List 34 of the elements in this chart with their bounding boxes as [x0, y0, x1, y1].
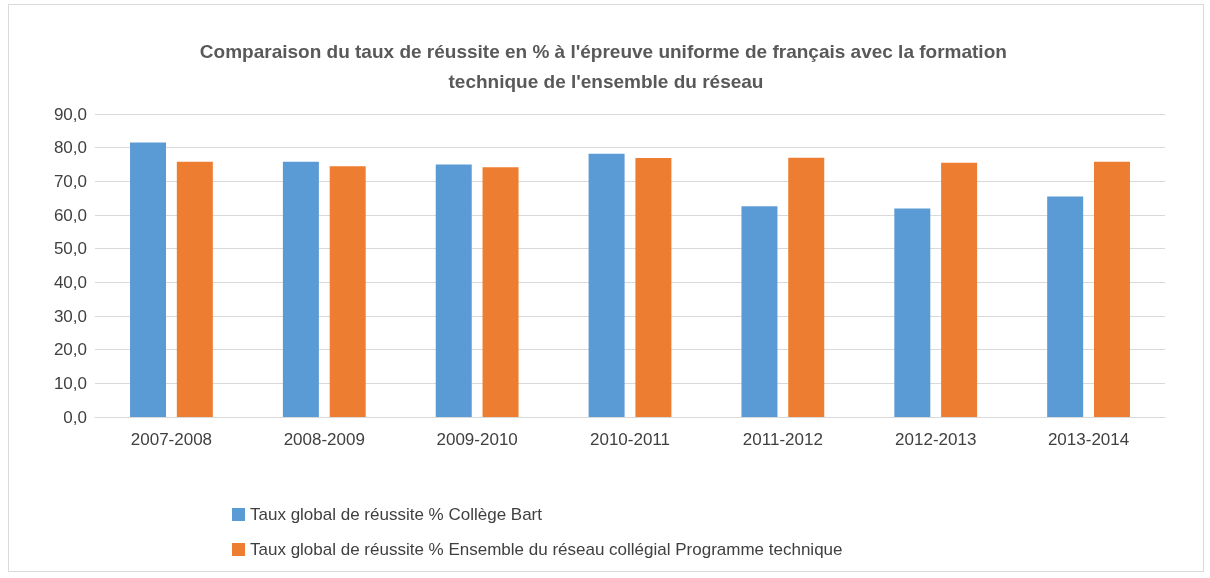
bar [176, 161, 213, 417]
bar [588, 153, 625, 417]
y-tick-label: 70,0 [53, 171, 87, 191]
bar [1047, 196, 1084, 417]
y-tick-label: 50,0 [53, 239, 87, 259]
bar [329, 166, 366, 417]
x-tick-label: 2010-2011 [589, 430, 671, 449]
bar [788, 157, 825, 417]
bar [894, 208, 931, 417]
y-tick-label: 20,0 [53, 340, 87, 360]
y-tick-label: 10,0 [53, 373, 87, 393]
y-tick-label: 60,0 [53, 205, 87, 225]
x-tick-label: 2013-2014 [1047, 430, 1130, 449]
bar [482, 167, 519, 417]
y-tick-label: 0,0 [63, 407, 87, 427]
bar [635, 158, 672, 417]
legend-label: Taux global de réussite % Collège Bart [250, 505, 543, 524]
bar [435, 164, 472, 417]
y-tick-label: 80,0 [53, 138, 87, 158]
bar [941, 162, 978, 417]
x-tick-label: 2012-2013 [895, 430, 977, 449]
x-tick-label: 2011-2012 [742, 430, 823, 449]
x-tick-label: 2008-2009 [283, 430, 365, 449]
bar [130, 142, 167, 417]
chart-title: Comparaison du taux de réussite en % à l'épreuve uniforme de français avec la formation technique de l'ensemble du réseau [199, 40, 1013, 92]
bar [282, 161, 319, 417]
bar [1093, 161, 1130, 417]
y-tick-label: 40,0 [53, 272, 87, 292]
bar [741, 206, 778, 417]
legend-label: Taux global de réussite % Ensemble du réseau collégial Programme technique [250, 540, 843, 559]
y-tick-label: 30,0 [53, 306, 87, 326]
x-tick-label: 2009-2010 [436, 430, 518, 449]
x-tick-label: 2007-2008 [130, 430, 213, 449]
y-tick-label: 90,0 [53, 104, 87, 124]
